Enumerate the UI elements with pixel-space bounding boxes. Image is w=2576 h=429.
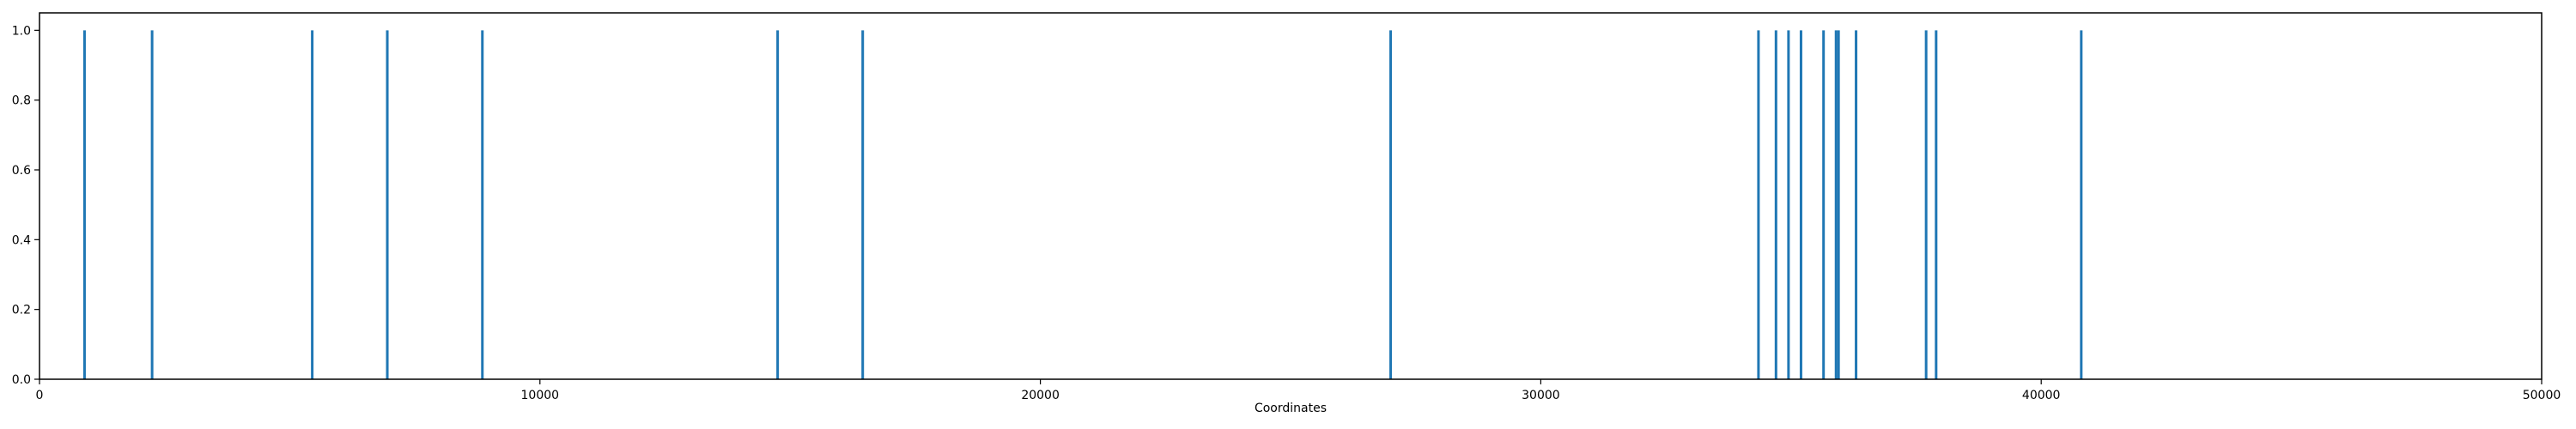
y-axis-ticks: 0.0 0.2 0.4 0.6 0.8 1.0 [12,24,39,387]
x-axis-label: Coordinates [1255,402,1327,415]
y-tick-label: 1.0 [12,24,31,38]
y-tick-label: 0.8 [12,94,31,108]
plot-frame [39,12,2543,380]
data-bars [82,30,2083,379]
y-tick-label: 0.4 [12,233,31,247]
x-tick-label: 0 [36,389,44,402]
x-tick-label: 10000 [521,389,560,402]
x-axis-ticks: 0 10000 20000 30000 40000 50000 [36,379,2561,402]
x-tick-label: 30000 [1522,389,1560,402]
y-tick-label: 0.0 [12,373,31,387]
x-tick-label: 40000 [2022,389,2061,402]
x-tick-label: 20000 [1021,389,1060,402]
x-tick-label: 50000 [2523,389,2561,402]
y-tick-label: 0.2 [12,304,31,317]
plot-background [39,13,2542,379]
y-tick-label: 0.6 [12,164,31,178]
